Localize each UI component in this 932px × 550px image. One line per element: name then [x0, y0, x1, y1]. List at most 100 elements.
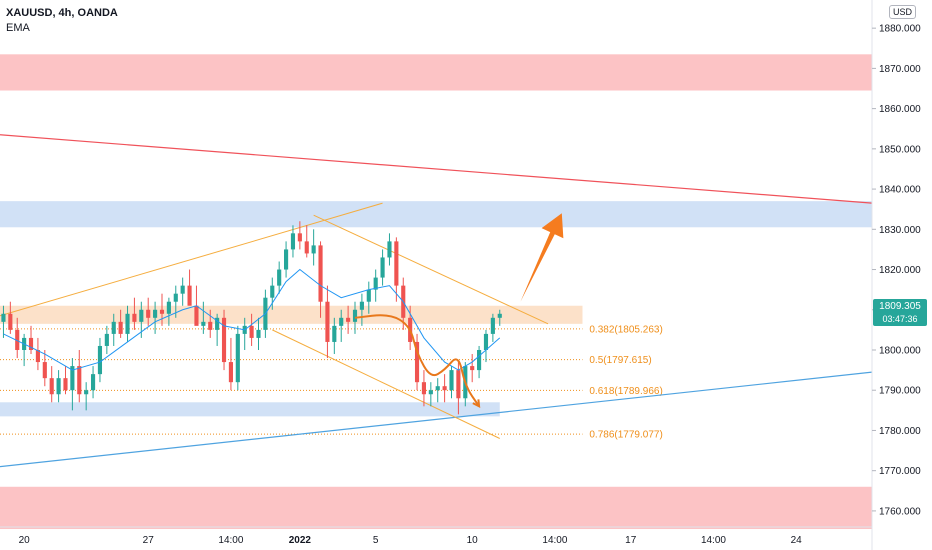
candle-body [497, 313, 502, 318]
candle-body [84, 390, 89, 395]
candle[interactable] [194, 285, 199, 326]
candle[interactable] [311, 229, 316, 266]
currency-badge[interactable]: USD [889, 5, 917, 19]
candle[interactable] [366, 281, 371, 314]
candle[interactable] [111, 313, 116, 346]
upper-supply-zone [0, 201, 872, 228]
candle[interactable] [483, 329, 489, 363]
candle[interactable] [449, 366, 454, 399]
candle[interactable] [456, 362, 461, 415]
candle-body [35, 349, 40, 363]
candle[interactable] [125, 305, 130, 342]
candle[interactable] [228, 337, 233, 391]
price-tick-label: 1760.000 [879, 506, 921, 517]
candle[interactable] [304, 225, 309, 258]
long-support-line[interactable] [0, 371, 873, 468]
candle-body [42, 362, 47, 379]
candle[interactable] [497, 309, 502, 326]
candle[interactable] [118, 309, 123, 338]
candle[interactable] [63, 366, 68, 395]
candle[interactable] [414, 333, 420, 391]
candle[interactable] [297, 221, 302, 250]
candle[interactable] [235, 325, 240, 391]
candle-body [97, 345, 103, 375]
candle[interactable] [70, 358, 75, 411]
candle-body [332, 325, 337, 342]
candle[interactable] [166, 297, 171, 326]
candle-body [15, 329, 20, 350]
wedge-upper-line[interactable] [0, 202, 383, 317]
candle[interactable] [346, 305, 351, 334]
candle[interactable] [428, 382, 433, 407]
channel-top-line[interactable] [313, 214, 549, 325]
bullish-projection-arrow [520, 213, 564, 302]
time-axis[interactable]: 20 27 14:00 2022 5 10 14:00 17 14:00 24 [0, 526, 872, 546]
candle[interactable] [49, 366, 54, 403]
time-tick-label: 14:00 [218, 535, 243, 546]
candle[interactable] [15, 317, 20, 359]
candle[interactable] [97, 337, 103, 383]
candle[interactable] [1, 305, 6, 338]
candle[interactable] [146, 297, 151, 326]
time-tick-label: 24 [791, 535, 803, 546]
candle[interactable] [256, 317, 261, 350]
candle[interactable] [277, 261, 282, 294]
price-axis[interactable]: 1760.000 1770.000 1780.000 1790.000 1800.000… [871, 0, 921, 550]
candle[interactable] [28, 325, 34, 355]
candle[interactable] [470, 354, 475, 383]
candle[interactable] [77, 349, 82, 403]
candle-body [111, 321, 116, 334]
time-tick-label: 5 [373, 535, 379, 546]
candle[interactable] [394, 237, 399, 302]
candle[interactable] [215, 313, 220, 346]
candle[interactable] [332, 317, 337, 355]
long-resistance-line[interactable] [0, 134, 873, 204]
candle[interactable] [249, 313, 254, 346]
ema-line[interactable] [3, 268, 501, 371]
wedge-lower-line[interactable] [272, 329, 500, 439]
time-tick-label: 14:00 [701, 535, 726, 546]
candle[interactable] [477, 345, 482, 379]
last-price: 1809.305 [879, 301, 921, 312]
candle[interactable] [201, 301, 206, 334]
candle[interactable] [90, 366, 96, 399]
candle[interactable] [380, 249, 385, 286]
candle[interactable] [42, 349, 47, 387]
candle[interactable] [359, 293, 364, 326]
candle[interactable] [159, 293, 165, 326]
candle[interactable] [270, 277, 275, 310]
candle-body [318, 245, 323, 302]
candle[interactable] [208, 309, 213, 338]
candle[interactable] [56, 370, 61, 403]
indicator-label[interactable]: EMA [6, 22, 30, 34]
candle[interactable] [284, 241, 289, 278]
candle[interactable] [435, 378, 440, 403]
candle[interactable] [325, 285, 330, 359]
candle[interactable] [221, 309, 227, 371]
candle[interactable] [22, 333, 27, 367]
candle[interactable] [8, 301, 13, 334]
candle[interactable] [290, 225, 296, 258]
candle[interactable] [187, 269, 192, 306]
candle[interactable] [180, 277, 185, 306]
candle[interactable] [373, 269, 378, 302]
candle[interactable] [132, 297, 137, 330]
candle[interactable] [442, 374, 447, 403]
candle-body [249, 325, 254, 338]
candle[interactable] [318, 241, 323, 318]
fibonacci-layer: 0.382(1805.263) 0.5(1797.615) 0.618(1789.9… [0, 324, 663, 441]
candle[interactable] [490, 313, 495, 342]
candle[interactable] [153, 301, 158, 334]
candle-body [284, 249, 289, 270]
candle[interactable] [35, 337, 40, 371]
candle[interactable] [84, 382, 89, 411]
candle[interactable] [387, 233, 392, 266]
symbol-title[interactable]: XAUUSD, 4h, OANDA [6, 7, 118, 19]
candle[interactable] [104, 325, 109, 355]
resistance-zone [0, 54, 872, 91]
candle-body [173, 293, 178, 302]
time-tick-label: 17 [625, 535, 637, 546]
candle[interactable] [421, 370, 427, 407]
candle[interactable] [339, 309, 344, 342]
